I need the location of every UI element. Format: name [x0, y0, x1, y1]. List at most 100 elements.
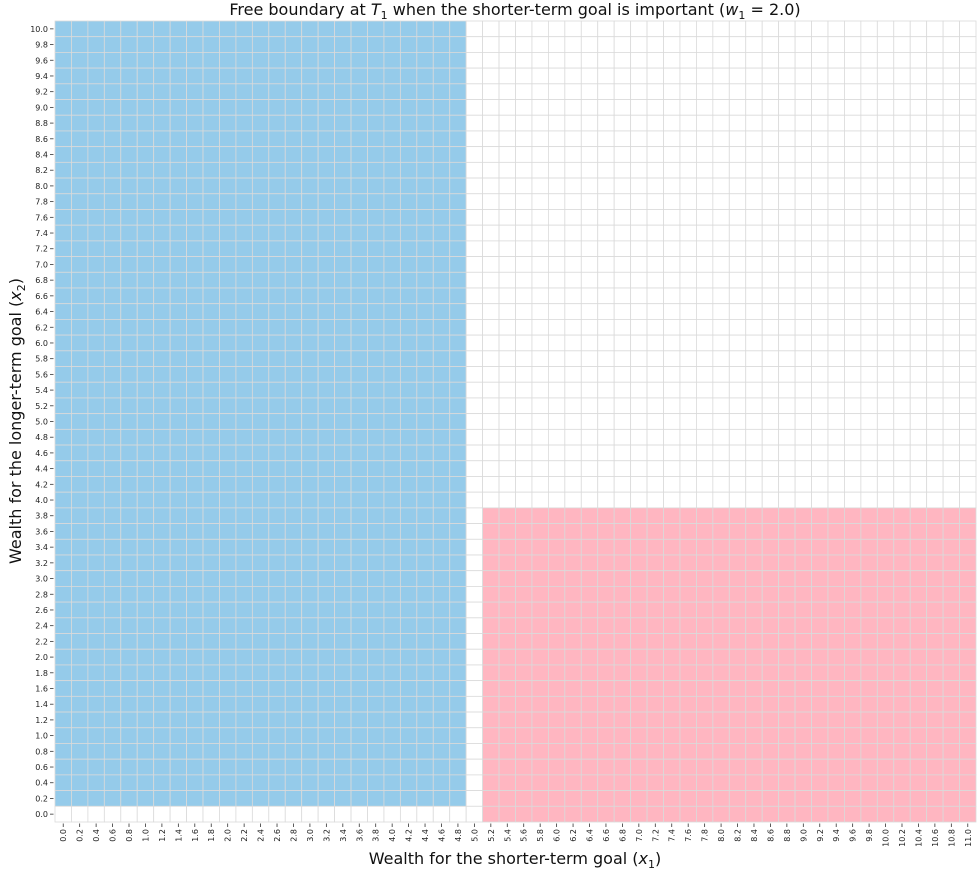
heatmap-cell — [597, 633, 615, 650]
heatmap-cell — [301, 523, 319, 540]
heatmap-cell — [679, 271, 697, 289]
heatmap-cell — [646, 711, 664, 729]
heatmap-cell — [778, 224, 796, 242]
heatmap-cell — [531, 711, 549, 729]
heatmap-cell — [251, 99, 270, 116]
x-tick-label: 8.8 — [783, 829, 792, 842]
heatmap-cell — [169, 67, 187, 85]
heatmap-cell — [399, 366, 418, 383]
heatmap-cell — [909, 36, 928, 53]
heatmap-cell — [827, 428, 845, 446]
heatmap-cell — [367, 570, 385, 587]
heatmap-cell — [367, 99, 385, 116]
heatmap-cell — [284, 381, 303, 399]
heatmap-cell — [235, 711, 253, 729]
heatmap-cell — [663, 146, 681, 163]
y-tick-label: 0.4 — [35, 779, 48, 788]
heatmap-cell — [219, 633, 237, 650]
heatmap-cell — [103, 67, 122, 85]
heatmap-cell — [71, 397, 89, 415]
heatmap-cell — [745, 130, 763, 148]
heatmap-cell — [383, 397, 401, 415]
heatmap-cell — [926, 664, 944, 682]
heatmap-cell — [449, 413, 467, 430]
heatmap-cell — [909, 476, 928, 493]
heatmap-cell — [630, 601, 648, 619]
heatmap-cell — [432, 271, 451, 289]
heatmap-cell — [268, 601, 286, 619]
heatmap-cell — [547, 648, 566, 666]
heatmap-cell — [350, 664, 368, 682]
heatmap-cell — [186, 476, 204, 493]
heatmap-cell — [251, 413, 270, 430]
heatmap-cell — [235, 334, 253, 352]
heatmap-cell — [482, 67, 500, 85]
heatmap-cell — [317, 209, 335, 226]
heatmap-cell — [630, 743, 648, 760]
heatmap-cell — [630, 711, 648, 729]
heatmap-cell — [696, 366, 714, 383]
heatmap-cell — [235, 743, 253, 760]
heatmap-cell — [860, 554, 878, 572]
heatmap-cell — [284, 538, 303, 556]
heatmap-cell — [120, 161, 138, 179]
heatmap-cell — [449, 554, 467, 572]
heatmap-cell — [696, 224, 714, 242]
heatmap-cell — [909, 743, 928, 760]
heatmap-cell — [153, 790, 171, 807]
heatmap-cell — [646, 224, 664, 242]
heatmap-cell — [317, 130, 335, 148]
heatmap-cell — [630, 586, 648, 603]
heatmap-cell — [811, 240, 829, 257]
heatmap-cell — [597, 83, 615, 100]
heatmap-cell — [301, 586, 319, 603]
heatmap-cell — [728, 413, 747, 430]
heatmap-cell — [498, 83, 516, 100]
x-tick-label: 2.2 — [240, 829, 249, 842]
heatmap-cell — [547, 790, 566, 807]
heatmap-cell — [515, 83, 533, 100]
heatmap-cell — [54, 680, 72, 697]
heatmap-cell — [728, 240, 747, 257]
heatmap-cell — [630, 114, 648, 132]
heatmap-cell — [630, 695, 648, 713]
heatmap-cell — [860, 319, 878, 336]
heatmap-cell — [630, 397, 648, 415]
heatmap-cell — [778, 36, 796, 53]
heatmap-cell — [71, 664, 89, 682]
heatmap-cell — [219, 523, 237, 540]
y-tick-label: 6.0 — [35, 339, 48, 348]
heatmap-cell — [136, 256, 155, 273]
heatmap-cell — [465, 601, 484, 619]
heatmap-cell — [712, 570, 730, 587]
heatmap-cell — [844, 177, 862, 195]
heatmap-cell — [860, 350, 878, 367]
heatmap-cell — [959, 743, 977, 760]
heatmap-cell — [564, 805, 582, 823]
heatmap-cell — [334, 20, 352, 38]
heatmap-cell — [515, 523, 533, 540]
heatmap-cell — [383, 130, 401, 148]
heatmap-cell — [136, 570, 155, 587]
heatmap-cell — [811, 790, 829, 807]
heatmap-cell — [103, 303, 122, 320]
heatmap-cell — [317, 52, 335, 69]
heatmap-cell — [515, 758, 533, 776]
heatmap-cell — [284, 67, 303, 85]
heatmap-cell — [87, 617, 105, 634]
heatmap-cell — [235, 664, 253, 682]
heatmap-cell — [597, 507, 615, 524]
heatmap-cell — [564, 271, 582, 289]
heatmap-cell — [186, 758, 204, 776]
heatmap-cell — [367, 366, 385, 383]
heatmap-cell — [630, 774, 648, 791]
heatmap-cell — [531, 20, 549, 38]
heatmap-cell — [367, 507, 385, 524]
heatmap-cell — [597, 177, 615, 195]
y-tick-label: 0.2 — [35, 794, 48, 803]
heatmap-cell — [54, 20, 72, 38]
heatmap-cell — [498, 460, 516, 477]
heatmap-cell — [103, 177, 122, 195]
heatmap-cell — [547, 319, 566, 336]
